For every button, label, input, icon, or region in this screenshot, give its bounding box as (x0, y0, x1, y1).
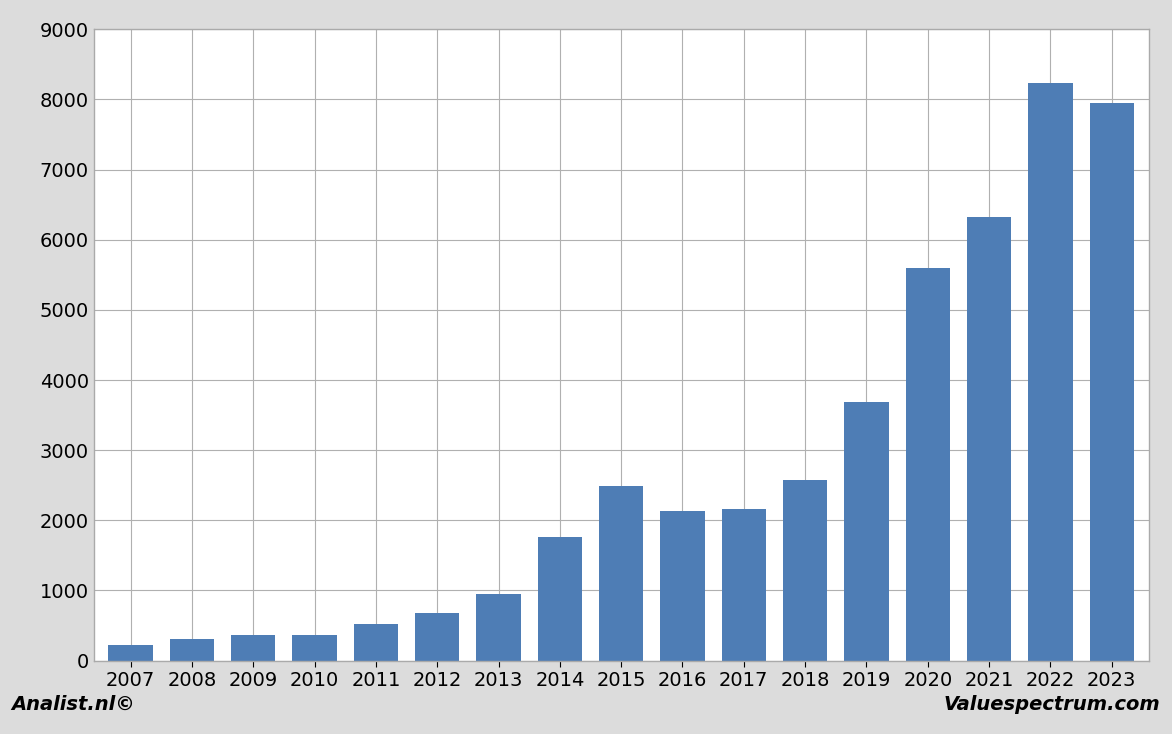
Bar (109, 645, 152, 661)
Bar (844, 402, 888, 661)
Bar (1090, 103, 1133, 661)
Bar (538, 537, 582, 661)
Text: Valuespectrum.com: Valuespectrum.com (943, 695, 1160, 714)
Bar (660, 511, 704, 661)
Bar (783, 479, 827, 661)
Text: Analist.nl©: Analist.nl© (12, 695, 136, 714)
Bar (293, 636, 336, 661)
Bar (967, 217, 1011, 661)
Bar (599, 486, 643, 661)
Bar (231, 635, 275, 661)
Bar (415, 613, 459, 661)
Bar (906, 268, 949, 661)
Bar (477, 594, 520, 661)
Bar (722, 509, 765, 661)
Bar (1028, 84, 1072, 661)
Bar (170, 639, 214, 661)
Bar (354, 624, 398, 661)
